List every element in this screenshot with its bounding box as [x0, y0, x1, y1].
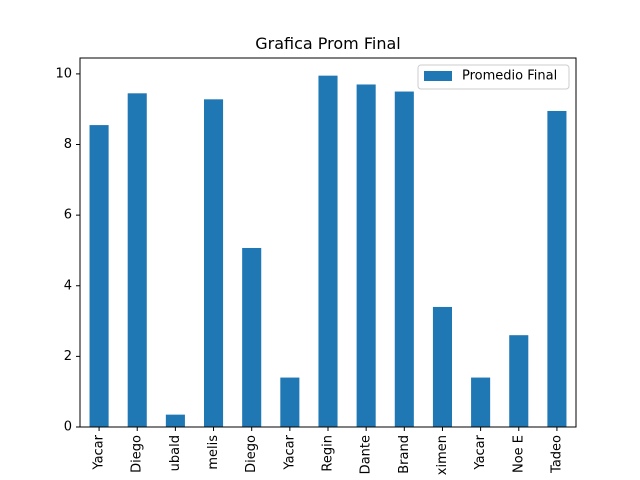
chart-title: Grafica Prom Final [255, 34, 400, 53]
y-tick-label-2: 4 [64, 278, 72, 293]
x-tick-label-6: Regin [321, 435, 336, 472]
x-tick-label-10: Yacar [473, 434, 488, 470]
x-tick-label-2: ubald [168, 435, 183, 471]
y-tick-label-5: 10 [55, 66, 72, 81]
x-tick-label-11: Noe E [511, 435, 526, 473]
bar-4 [242, 247, 262, 427]
x-tick-label-0: Yacar [92, 434, 107, 470]
bar-7 [356, 84, 376, 428]
bar-11 [509, 335, 529, 427]
x-tick-label-4: Diego [244, 435, 259, 473]
bar-6 [318, 75, 338, 427]
bar-12 [547, 110, 567, 428]
bar-2 [165, 414, 185, 427]
bar-0 [89, 125, 109, 427]
bar-8 [394, 91, 414, 427]
bar-10 [471, 377, 491, 427]
y-tick-label-1: 2 [64, 349, 72, 364]
plot-frame [79, 57, 577, 428]
legend-box [417, 64, 570, 90]
bar-9 [432, 306, 452, 427]
x-tick-label-5: Yacar [282, 434, 297, 470]
legend-label: Promedio Final [462, 69, 557, 84]
x-tick-label-8: Brand [397, 435, 412, 474]
axes-group: Yacar Diego ubald melis Diego Yacar Regin Dante… [55, 57, 577, 475]
bar-5 [280, 377, 300, 427]
bar-3 [204, 99, 224, 427]
x-tick-label-7: Dante [359, 435, 374, 474]
x-tick-label-12: Tadeo [549, 435, 564, 474]
x-tick-label-3: melis [206, 435, 221, 470]
legend: Promedio Final [417, 64, 570, 90]
y-tick-label-0: 0 [64, 420, 72, 435]
x-tick-label-9: ximen [435, 435, 450, 475]
bar-1 [127, 93, 147, 427]
legend-swatch [424, 71, 452, 81]
y-tick-label-3: 6 [64, 208, 72, 223]
y-tick-label-4: 8 [64, 137, 72, 152]
bars-group [89, 75, 567, 428]
x-tick-label-1: Diego [130, 435, 145, 473]
